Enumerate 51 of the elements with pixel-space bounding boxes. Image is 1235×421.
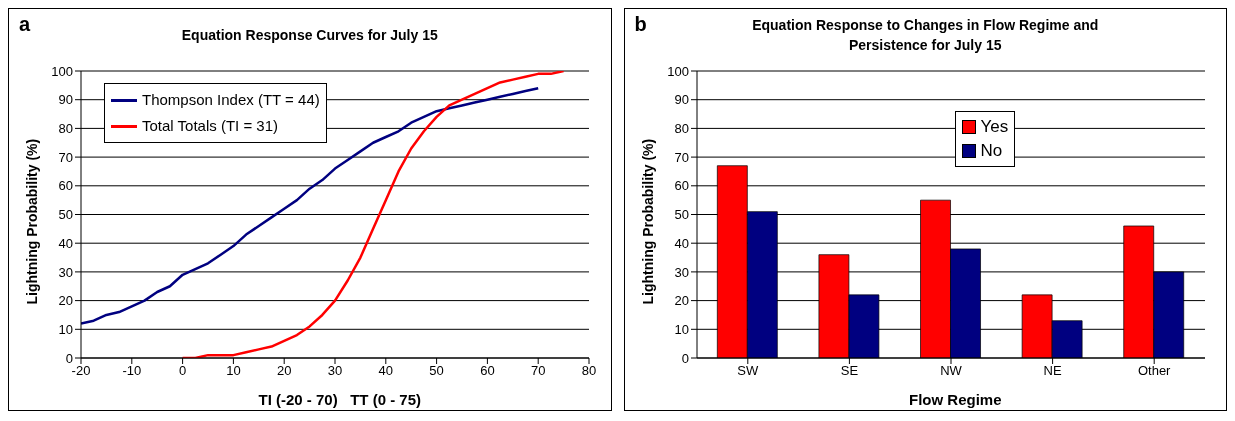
x-tick-label: NE [1043,363,1062,379]
x-tick-label: 60 [480,363,495,379]
y-tick-label: 70 [674,149,689,165]
text: a [19,13,31,36]
y-tick-label: 50 [674,207,689,223]
chart-title: Equation Response Curves for July 15 [181,27,438,43]
x-tick-label: 80 [581,363,597,379]
y-tick-label: 10 [58,321,73,337]
x-tick-label: 10 [226,363,241,379]
y-tick-label: 10 [674,321,689,337]
y-tick-label: 30 [58,264,73,280]
y-tick-label: 100 [51,63,73,79]
y-tick-label: 80 [58,121,73,137]
x-tick-label: 0 [178,363,187,379]
y-tick-label: 20 [674,293,689,309]
chart-title: Equation Response to Changes in Flow Regime and Persistence for July 15 [752,17,1099,53]
x-tick-label: -20 [71,363,91,379]
y-tick-label: 40 [58,235,73,251]
x-tick-label: NW [939,363,963,379]
y-tick-label: 50 [58,207,73,223]
y-axis-title: Lightning Probability (%) [639,138,656,305]
x-axis-title: Flow Regime [908,391,1003,408]
x-tick-label: SW [736,363,759,379]
legend-label: Thompson Index (TT = 44) [142,90,320,110]
y-tick-label: 70 [58,149,73,165]
y-tick-label: 100 [666,63,689,79]
x-tick-label: 50 [429,363,444,379]
x-tick-label: 70 [530,363,546,379]
y-tick-label: 60 [674,178,689,194]
x-tick-label: -10 [122,363,142,379]
x-tick-label: 40 [378,363,394,379]
y-tick-label: 80 [674,121,689,137]
x-tick-label: 20 [276,363,292,379]
y-tick-label: 0 [65,350,73,366]
y-tick-label: 20 [58,293,73,309]
y-tick-label: 30 [674,264,689,280]
x-axis-title: TI (-20 - 70) TT (0 - 75) [257,391,422,408]
text: b [634,13,647,36]
legend-label: Total Totals (TI = 31) [142,116,279,136]
x-tick-label: Other [1137,363,1171,379]
y-tick-label: 90 [58,92,73,108]
y-tick-label: 60 [58,178,73,194]
legend-label: Yes [980,116,1009,138]
y-tick-label: 0 [681,350,689,366]
legend-label: No [980,140,1003,162]
x-tick-label: 30 [327,363,343,379]
y-tick-label: 40 [674,235,689,251]
y-axis-title: Lightning Probability (%) [23,138,40,305]
y-tick-label: 90 [674,92,689,108]
x-tick-label: SE [840,363,858,379]
line-series [81,86,540,325]
